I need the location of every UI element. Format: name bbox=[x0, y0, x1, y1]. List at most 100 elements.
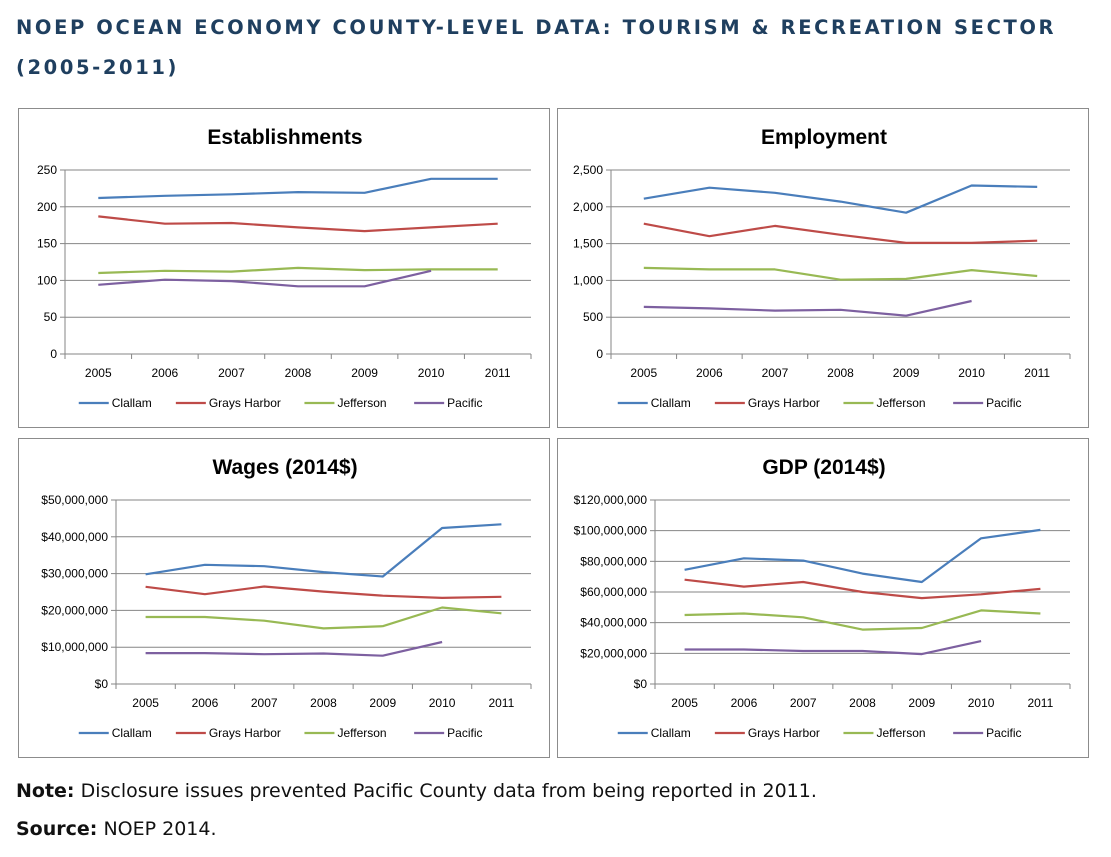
y-tick-label: $40,000,000 bbox=[580, 616, 647, 630]
x-tick-label: 2008 bbox=[827, 366, 854, 380]
x-tick-label: 2010 bbox=[418, 366, 445, 380]
chart-panel-employment: Employment 0 500 1,000 1,500 2,000 2,500 2005 20… bbox=[557, 108, 1089, 428]
y-tick-label: 0 bbox=[50, 347, 57, 361]
y-tick-label: 0 bbox=[596, 347, 603, 361]
legend-label-grays-harbor: Grays Harbor bbox=[209, 726, 281, 740]
legend-label-pacific: Pacific bbox=[447, 396, 482, 410]
series-line-clallam bbox=[98, 177, 498, 200]
chart-employment: Employment 0 500 1,000 1,500 2,000 2,500 2005 20… bbox=[573, 126, 1071, 410]
legend-label-pacific: Pacific bbox=[986, 396, 1021, 410]
y-tick-label: $30,000,000 bbox=[41, 567, 108, 581]
series-line-grays-harbor bbox=[684, 578, 1041, 600]
legend-label-jefferson: Jefferson bbox=[876, 726, 925, 740]
x-tick-label: 2010 bbox=[429, 696, 456, 710]
y-tick-label: $0 bbox=[634, 677, 648, 691]
y-tick-label: 1,500 bbox=[573, 237, 603, 251]
chart-gdp: GDP (2014$) $0 $20,000,000 $40,000,000 $60,0… bbox=[574, 456, 1071, 740]
y-tick-label: 150 bbox=[37, 237, 57, 251]
chart-wages: Wages (2014$) $0 $10,000,000 $20,000,000 $30… bbox=[41, 456, 532, 740]
y-tick-label: 2,000 bbox=[573, 200, 603, 214]
y-tick-label: 200 bbox=[37, 200, 57, 214]
series-line-pacific bbox=[684, 640, 982, 656]
y-tick-label: 100 bbox=[37, 273, 57, 287]
x-tick-label: 2005 bbox=[671, 696, 698, 710]
legend-label-jefferson: Jefferson bbox=[337, 396, 386, 410]
note-label: Note: bbox=[16, 780, 75, 802]
x-tick-label: 2006 bbox=[696, 366, 723, 380]
y-tick-label: $120,000,000 bbox=[574, 493, 648, 507]
chart-title-establishments: Establishments bbox=[207, 126, 362, 149]
legend-label-grays-harbor: Grays Harbor bbox=[748, 726, 820, 740]
x-tick-label: 2007 bbox=[762, 366, 789, 380]
source-label: Source: bbox=[16, 818, 98, 840]
chart-establishments: Establishments 0 50 100 150 200 250 2005 2006 200… bbox=[37, 126, 532, 410]
chart-title-employment: Employment bbox=[761, 126, 887, 149]
series-line-jefferson bbox=[643, 266, 1038, 281]
y-tick-label: $0 bbox=[95, 677, 109, 691]
x-tick-label: 2006 bbox=[731, 696, 758, 710]
series-line-pacific bbox=[98, 269, 432, 288]
x-tick-label: 2007 bbox=[218, 366, 245, 380]
legend: Clallam Grays Harbor Jefferson Pacific bbox=[617, 726, 1021, 740]
series-line-grays-harbor bbox=[98, 215, 498, 233]
legend-label-grays-harbor: Grays Harbor bbox=[209, 396, 281, 410]
y-tick-label: $50,000,000 bbox=[41, 493, 108, 507]
chart-panel-establishments: Establishments 0 50 100 150 200 250 2005 2006 200… bbox=[18, 108, 550, 428]
series-line-jefferson bbox=[98, 266, 498, 275]
chart-panel-wages: Wages (2014$) $0 $10,000,000 $20,000,000 $30… bbox=[18, 438, 550, 758]
legend-label-clallam: Clallam bbox=[651, 396, 691, 410]
y-tick-label: $80,000,000 bbox=[580, 554, 647, 568]
footnote-source: Source: NOEP 2014. bbox=[16, 817, 217, 841]
series-line-clallam bbox=[643, 184, 1038, 214]
legend: Clallam Grays Harbor Jefferson Pacific bbox=[78, 726, 482, 740]
x-tick-label: 2006 bbox=[152, 366, 179, 380]
series-line-grays-harbor bbox=[145, 585, 502, 599]
series-line-pacific bbox=[643, 299, 972, 317]
source-text: NOEP 2014. bbox=[103, 818, 217, 840]
page-title: NOEP OCEAN ECONOMY COUNTY-LEVEL DATA: TO… bbox=[16, 16, 1057, 79]
y-tick-label: $10,000,000 bbox=[41, 640, 108, 654]
x-tick-label: 2005 bbox=[85, 366, 112, 380]
x-tick-label: 2009 bbox=[369, 696, 396, 710]
chart-panel-gdp: GDP (2014$) $0 $20,000,000 $40,000,000 $60,0… bbox=[557, 438, 1089, 758]
x-tick-label: 2005 bbox=[132, 696, 159, 710]
series-line-clallam bbox=[684, 528, 1041, 584]
x-tick-label: 2008 bbox=[310, 696, 337, 710]
note-text: Disclosure issues prevented Pacific Coun… bbox=[80, 780, 817, 802]
chart-title-gdp-2014: GDP (2014$) bbox=[762, 456, 885, 479]
footnote-note: Note: Disclosure issues prevented Pacifi… bbox=[16, 779, 817, 803]
legend: Clallam Grays Harbor Jefferson Pacific bbox=[78, 396, 482, 410]
y-tick-label: 250 bbox=[37, 163, 57, 177]
x-tick-label: 2009 bbox=[893, 366, 920, 380]
legend-label-jefferson: Jefferson bbox=[337, 726, 386, 740]
x-tick-label: 2005 bbox=[630, 366, 657, 380]
x-tick-label: 2011 bbox=[485, 366, 511, 380]
y-tick-label: $40,000,000 bbox=[41, 530, 108, 544]
series-line-jefferson bbox=[145, 606, 502, 630]
y-tick-label: $20,000,000 bbox=[41, 603, 108, 617]
legend-label-clallam: Clallam bbox=[651, 726, 691, 740]
legend-label-clallam: Clallam bbox=[112, 396, 152, 410]
y-tick-label: $60,000,000 bbox=[580, 585, 647, 599]
legend: Clallam Grays Harbor Jefferson Pacific bbox=[617, 396, 1021, 410]
legend-label-pacific: Pacific bbox=[986, 726, 1021, 740]
x-tick-label: 2010 bbox=[968, 696, 995, 710]
x-tick-label: 2011 bbox=[1027, 696, 1053, 710]
legend-label-grays-harbor: Grays Harbor bbox=[748, 396, 820, 410]
legend-label-pacific: Pacific bbox=[447, 726, 482, 740]
series-line-grays-harbor bbox=[643, 222, 1038, 244]
x-tick-label: 2011 bbox=[1024, 366, 1050, 380]
x-tick-label: 2007 bbox=[790, 696, 817, 710]
y-tick-label: 50 bbox=[44, 310, 58, 324]
x-tick-label: 2011 bbox=[488, 696, 514, 710]
x-tick-label: 2008 bbox=[285, 366, 312, 380]
y-tick-label: 2,500 bbox=[573, 163, 603, 177]
legend-label-jefferson: Jefferson bbox=[876, 396, 925, 410]
series-line-clallam bbox=[145, 523, 502, 578]
y-tick-label: 1,000 bbox=[573, 273, 603, 287]
legend-label-clallam: Clallam bbox=[112, 726, 152, 740]
series-line-pacific bbox=[145, 640, 443, 657]
y-tick-label: $20,000,000 bbox=[580, 646, 647, 660]
y-tick-label: $100,000,000 bbox=[574, 524, 648, 538]
y-tick-label: 500 bbox=[583, 310, 603, 324]
